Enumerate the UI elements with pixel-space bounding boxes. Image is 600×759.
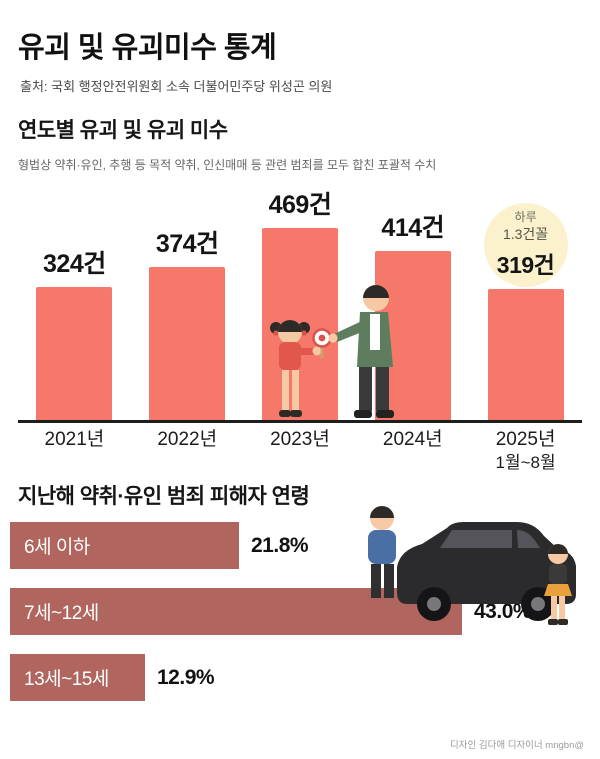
child-figure — [544, 544, 572, 625]
age-bar-percent: 21.8% — [251, 533, 309, 557]
age-bar-row-13세~15세: 13세~15세 12.9% — [10, 654, 590, 701]
bar-column-2022년: 374건 — [131, 224, 244, 420]
yearly-chart-subtitle: 형법상 약취·유인, 추행 등 목적 약취, 인신매매 등 관련 범죄를 모두 … — [18, 158, 437, 172]
car — [397, 522, 576, 621]
x-axis-line — [18, 420, 582, 423]
bar-column-2025년: 하루 1.3건꼴 319건 — [469, 203, 582, 420]
bar-column-2021년: 324건 — [18, 244, 131, 420]
bar-value-label: 469건 — [268, 191, 332, 219]
bar-2022년 — [149, 267, 226, 420]
designer-credit: 디자인 김다애 디자이너 mngbn@ — [449, 740, 584, 751]
page-title: 유괴 및 유괴미수 통계 — [18, 32, 277, 64]
bar-2025년 — [487, 289, 564, 420]
age-bar-label: 7세~12세 — [24, 603, 99, 624]
source-note: 출처: 국회 행정안전위원회 소속 더불어민주당 위성곤 의원 — [20, 79, 333, 94]
adult-figure — [368, 506, 396, 598]
x-axis-label-2023년: 2023년 — [270, 429, 330, 450]
bar-value-label: 414건 — [381, 214, 445, 242]
badge-line-1: 하루 — [514, 210, 537, 225]
age-bar-percent: 43.0% — [474, 599, 532, 623]
age-bar-percent: 12.9% — [157, 665, 215, 689]
x-axis-label-2022년: 2022년 — [157, 429, 218, 450]
age-chart-heading: 지난해 약취·유인 범죄 피해자 연령 — [18, 485, 310, 508]
age-bar-label: 13세~15세 — [24, 669, 109, 690]
bar-value-label: 374건 — [155, 230, 219, 258]
car-illustration-svg — [368, 506, 576, 625]
age-bar-row-6세 이하: 6세 이하 21.8% — [10, 522, 590, 569]
child-figure — [270, 320, 332, 417]
bar-2021년 — [36, 287, 113, 420]
x-axis-labels: 2021년 2022년 2023년 2024년 2025년 1월~8월 — [18, 428, 582, 473]
bar-value-label: 324건 — [43, 250, 106, 278]
x-axis-label-2024년: 2024년 — [382, 429, 443, 450]
people-illustration-svg — [270, 285, 394, 418]
x-axis-label-2025년: 2025년 1월~8월 — [495, 429, 556, 472]
yearly-chart-heading: 연도별 유괴 및 유괴 미수 — [18, 119, 228, 142]
badge-line-2: 1.3건꼴 — [502, 226, 549, 243]
age-bar: 6세 이하 — [10, 522, 239, 569]
age-bar: 13세~15세 — [10, 654, 145, 701]
x-axis-label-2021년: 2021년 — [44, 429, 105, 450]
adult-child-illustration — [252, 272, 422, 427]
bar-value-label: 319건 — [496, 251, 555, 278]
age-bar-label: 6세 이하 — [24, 537, 90, 558]
daily-rate-badge: 하루 1.3건꼴 319건 — [483, 203, 568, 287]
car-child-illustration — [352, 492, 577, 657]
adult-figure — [328, 285, 394, 418]
